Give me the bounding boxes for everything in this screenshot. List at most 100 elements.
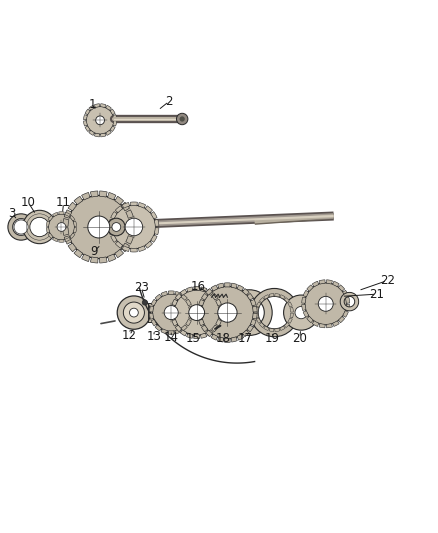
Text: 2: 2 [165,95,173,108]
Wedge shape [255,313,258,318]
Wedge shape [53,212,58,217]
Wedge shape [175,294,181,300]
Wedge shape [48,215,53,221]
Wedge shape [8,214,34,240]
Text: 10: 10 [21,196,36,209]
Wedge shape [186,333,192,338]
Wedge shape [64,236,71,244]
Circle shape [294,306,307,319]
Wedge shape [215,299,221,306]
Wedge shape [311,281,318,287]
Wedge shape [303,290,308,297]
Text: 3: 3 [9,207,16,220]
Wedge shape [63,219,69,226]
Wedge shape [59,212,64,214]
Wedge shape [185,319,191,326]
Wedge shape [303,311,308,317]
Wedge shape [284,322,289,328]
Wedge shape [121,243,129,252]
Wedge shape [259,297,264,303]
Wedge shape [311,321,318,326]
Wedge shape [59,239,64,243]
Wedge shape [94,133,99,137]
Wedge shape [168,291,174,294]
Wedge shape [109,219,113,226]
Wedge shape [197,313,202,319]
Bar [148,303,159,322]
Wedge shape [306,285,312,291]
Wedge shape [115,206,122,213]
Wedge shape [110,109,115,115]
Wedge shape [200,333,206,338]
Wedge shape [242,330,249,337]
Wedge shape [122,203,129,208]
Wedge shape [237,285,243,291]
Text: 9: 9 [90,245,98,257]
Circle shape [88,216,110,238]
Wedge shape [205,330,212,337]
Wedge shape [211,334,217,340]
Wedge shape [263,295,268,299]
Wedge shape [154,219,159,226]
Wedge shape [113,121,117,126]
Text: 1: 1 [88,98,96,110]
Wedge shape [68,243,76,252]
Wedge shape [256,318,260,324]
Wedge shape [211,294,218,300]
Wedge shape [256,302,260,307]
Text: 12: 12 [122,329,137,342]
Wedge shape [70,215,75,221]
Wedge shape [155,294,161,300]
Wedge shape [150,212,157,219]
Wedge shape [63,228,69,236]
Wedge shape [247,293,253,300]
Wedge shape [284,297,289,303]
Text: 23: 23 [134,281,148,294]
Wedge shape [106,130,111,135]
Wedge shape [126,236,133,244]
Wedge shape [345,304,349,311]
Wedge shape [88,130,94,135]
Wedge shape [109,228,113,235]
Wedge shape [68,202,76,211]
Circle shape [304,282,346,325]
Wedge shape [100,104,106,108]
Wedge shape [88,105,94,110]
Wedge shape [53,237,58,242]
Wedge shape [90,257,98,263]
Wedge shape [48,233,53,238]
Wedge shape [65,212,70,217]
Text: 11: 11 [56,196,71,209]
Wedge shape [325,324,332,328]
Wedge shape [115,249,124,258]
Circle shape [30,217,49,237]
Wedge shape [186,287,192,292]
Wedge shape [73,228,77,233]
Wedge shape [206,289,213,295]
Wedge shape [73,221,77,227]
Wedge shape [83,121,87,126]
Wedge shape [230,337,237,342]
Circle shape [318,296,332,311]
Wedge shape [250,300,255,306]
Wedge shape [175,329,181,334]
Wedge shape [170,306,175,312]
Circle shape [142,300,147,305]
Wedge shape [242,288,249,295]
Wedge shape [259,322,264,328]
Wedge shape [290,308,293,312]
Wedge shape [154,228,159,235]
Wedge shape [74,196,82,205]
Circle shape [14,220,28,234]
Wedge shape [151,319,156,326]
Wedge shape [339,293,358,311]
Wedge shape [64,210,71,219]
Wedge shape [130,248,137,252]
Wedge shape [83,115,87,120]
Wedge shape [175,325,181,332]
Wedge shape [155,325,161,331]
Text: 19: 19 [264,332,279,344]
Wedge shape [255,308,258,312]
Wedge shape [252,306,257,312]
Wedge shape [279,326,284,330]
